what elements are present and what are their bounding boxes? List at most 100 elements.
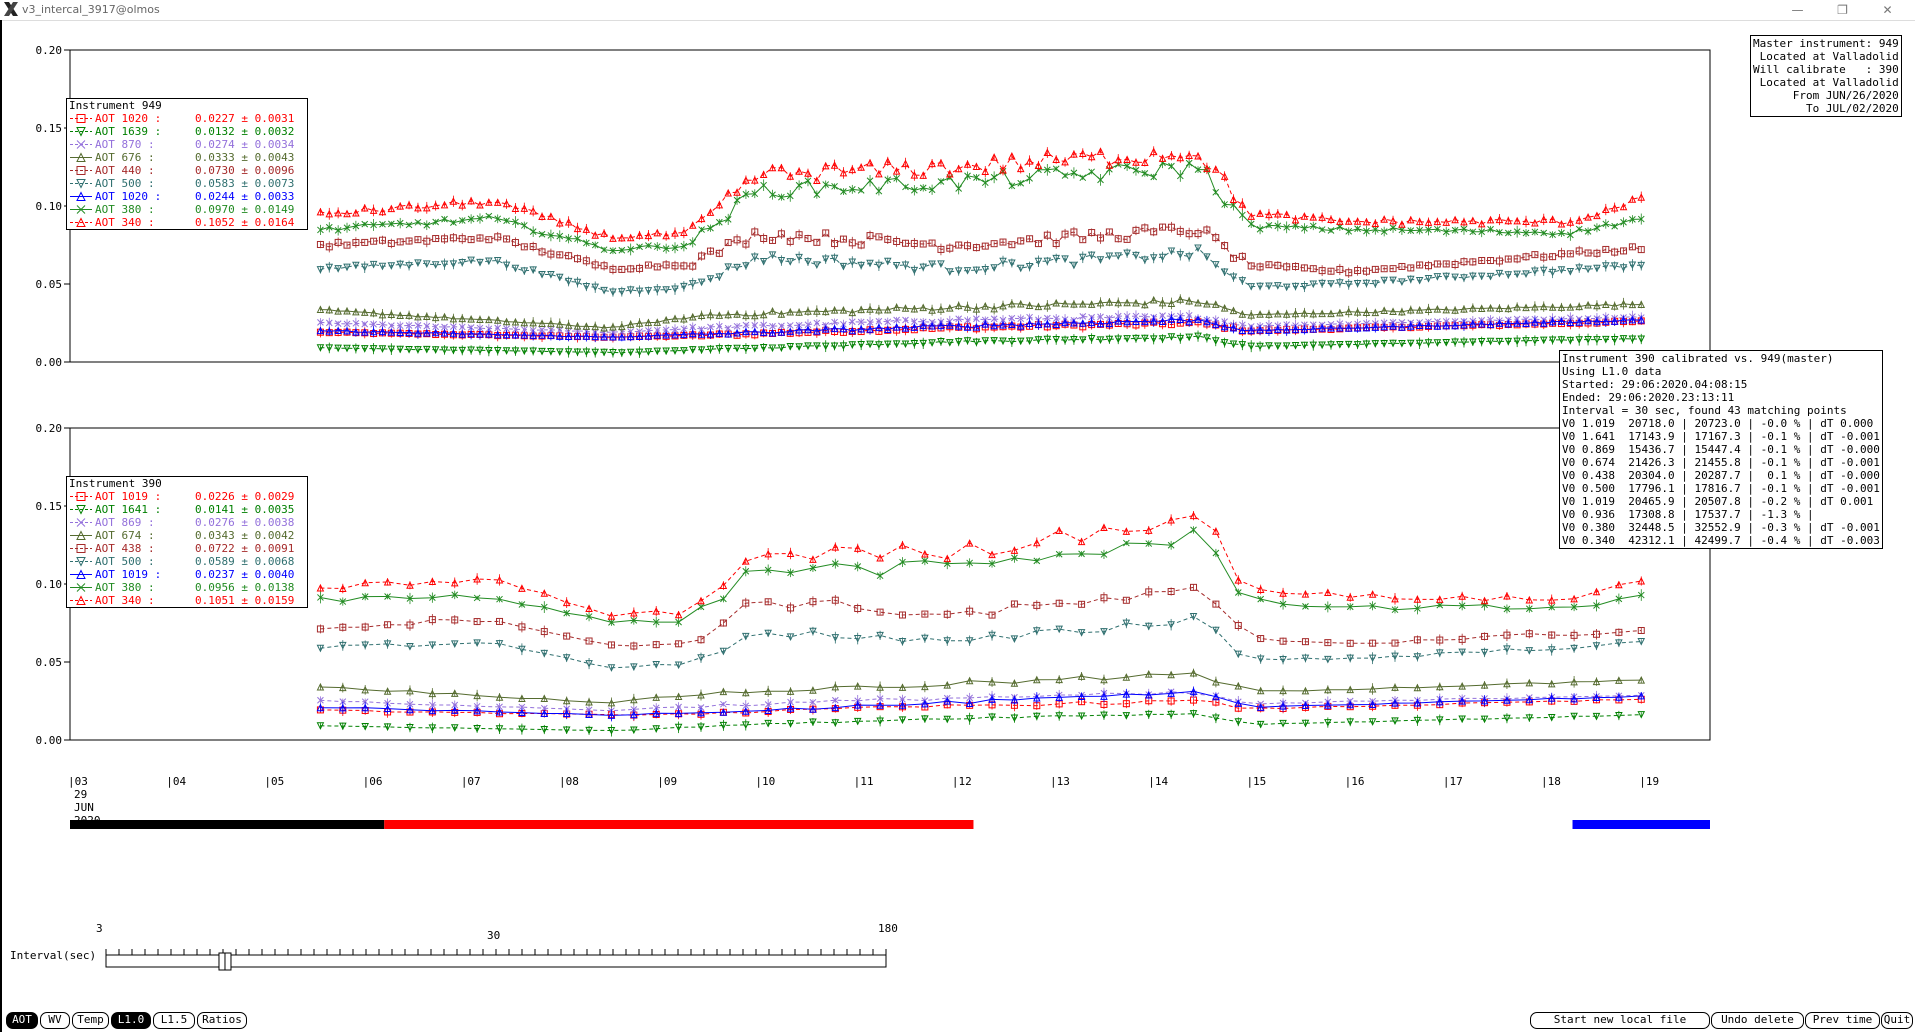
data-point[interactable] (449, 329, 458, 337)
data-point[interactable] (1078, 253, 1087, 262)
data-point[interactable] (1238, 321, 1246, 329)
data-point[interactable] (563, 609, 571, 617)
data-point[interactable] (892, 262, 901, 270)
data-point[interactable] (1548, 215, 1557, 223)
data-point[interactable] (538, 331, 546, 339)
data-point[interactable] (1100, 692, 1108, 700)
data-point[interactable] (751, 321, 759, 329)
data-point[interactable] (1016, 337, 1025, 346)
data-point[interactable] (644, 261, 652, 269)
data-point[interactable] (1363, 319, 1370, 327)
data-point[interactable] (1460, 225, 1468, 233)
data-point[interactable] (1292, 222, 1299, 230)
data-point[interactable] (496, 617, 504, 625)
data-point[interactable] (999, 165, 1007, 174)
data-point[interactable] (1398, 319, 1406, 326)
data-point[interactable] (607, 664, 616, 672)
data-point[interactable] (901, 304, 910, 312)
data-point[interactable] (1547, 694, 1556, 702)
data-point[interactable] (804, 342, 812, 350)
data-point[interactable] (582, 257, 590, 265)
data-point[interactable] (1327, 280, 1335, 288)
data-point[interactable] (1637, 576, 1646, 585)
data-point[interactable] (1637, 315, 1646, 324)
data-point[interactable] (1309, 309, 1318, 318)
data-point[interactable] (742, 190, 750, 198)
data-point[interactable] (786, 342, 795, 351)
data-point[interactable] (988, 611, 996, 619)
data-point[interactable] (1480, 680, 1489, 689)
data-point[interactable] (733, 328, 741, 337)
data-point[interactable] (1486, 337, 1495, 346)
data-point[interactable] (1354, 266, 1362, 274)
data-point[interactable] (973, 315, 980, 323)
data-point[interactable] (764, 701, 772, 708)
data-point[interactable] (316, 305, 325, 314)
data-point[interactable] (742, 567, 750, 575)
data-point[interactable] (1318, 279, 1326, 288)
data-point[interactable] (574, 235, 581, 243)
data-point[interactable] (1185, 296, 1193, 305)
data-point[interactable] (973, 174, 980, 181)
data-point[interactable] (876, 683, 884, 691)
data-point[interactable] (1362, 323, 1371, 332)
data-point[interactable] (848, 258, 857, 267)
data-point[interactable] (778, 322, 785, 330)
data-point[interactable] (1451, 338, 1459, 347)
data-point[interactable] (1344, 324, 1353, 332)
data-point[interactable] (1194, 151, 1202, 160)
data-point[interactable] (1100, 711, 1108, 720)
data-point[interactable] (1167, 247, 1176, 256)
data-point[interactable] (627, 246, 635, 253)
data-point[interactable] (1256, 342, 1264, 351)
data-point[interactable] (720, 595, 727, 603)
data-point[interactable] (1211, 261, 1220, 269)
data-point[interactable] (1629, 216, 1636, 223)
data-point[interactable] (1176, 315, 1185, 323)
data-point[interactable] (458, 346, 467, 355)
data-point[interactable] (538, 319, 546, 327)
data-point[interactable] (821, 342, 830, 351)
data-point[interactable] (764, 598, 772, 606)
data-point[interactable] (458, 314, 467, 323)
data-point[interactable] (680, 330, 688, 338)
data-point[interactable] (910, 170, 919, 179)
data-point[interactable] (830, 161, 839, 169)
data-point[interactable] (1442, 218, 1451, 226)
data-point[interactable] (688, 221, 697, 229)
data-point[interactable] (697, 603, 705, 611)
data-point[interactable] (706, 275, 715, 283)
data-point[interactable] (719, 581, 728, 590)
data-point[interactable] (440, 346, 449, 355)
data-point[interactable] (1052, 315, 1060, 323)
data-point[interactable] (1123, 249, 1131, 258)
data-point[interactable] (963, 267, 972, 275)
data-point[interactable] (733, 322, 741, 330)
data-point[interactable] (1413, 698, 1422, 707)
data-point[interactable] (1480, 648, 1489, 657)
data-point[interactable] (1547, 714, 1556, 722)
data-point[interactable] (840, 188, 847, 195)
data-point[interactable] (1575, 216, 1584, 224)
data-point[interactable] (1052, 298, 1060, 307)
data-point[interactable] (378, 345, 387, 353)
data-point[interactable] (1503, 631, 1511, 639)
data-point[interactable] (990, 304, 998, 313)
data-point[interactable] (369, 308, 378, 317)
data-point[interactable] (1324, 603, 1332, 611)
data-point[interactable] (963, 337, 972, 345)
data-point[interactable] (831, 318, 838, 326)
data-point[interactable] (1557, 219, 1566, 228)
data-point[interactable] (786, 327, 795, 336)
data-point[interactable] (538, 347, 546, 356)
data-point[interactable] (1458, 635, 1466, 643)
start-new-local-file-button[interactable]: Start new local file (1530, 1012, 1710, 1029)
data-point[interactable] (1229, 273, 1238, 282)
data-point[interactable] (1167, 515, 1175, 524)
data-point[interactable] (1097, 313, 1104, 321)
data-point[interactable] (1513, 315, 1521, 323)
data-point[interactable] (697, 704, 705, 711)
data-point[interactable] (1034, 240, 1042, 248)
data-point[interactable] (495, 640, 504, 648)
data-point[interactable] (787, 604, 795, 612)
